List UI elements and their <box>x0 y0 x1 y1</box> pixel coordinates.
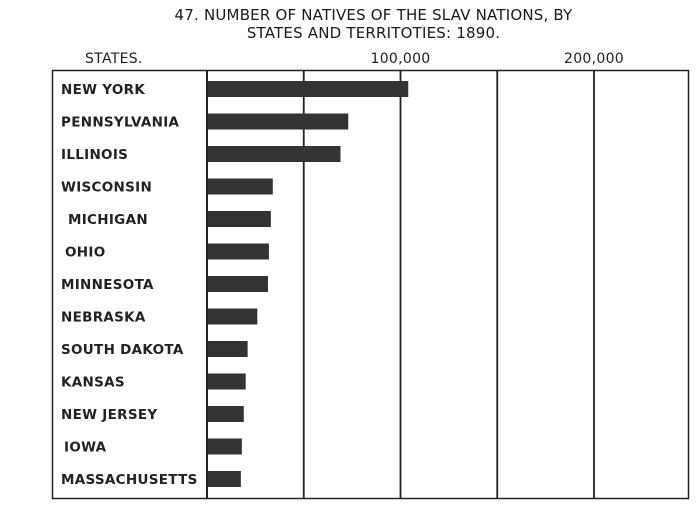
category-label: WISCONSIN <box>61 180 152 196</box>
bar <box>208 178 273 195</box>
bar <box>208 308 258 325</box>
bar <box>208 113 349 130</box>
bar <box>208 406 244 422</box>
category-label: IOWA <box>64 440 107 456</box>
chart-title-line1: 47. NUMBER OF NATIVES OF THE SLAV NATION… <box>174 6 573 24</box>
tick-label-200000: 200,000 <box>564 51 624 67</box>
bar <box>208 81 409 97</box>
category-label: NEW JERSEY <box>61 407 157 423</box>
bar <box>208 341 248 357</box>
bar <box>208 146 341 162</box>
category-label: SOUTH DAKOTA <box>61 342 184 358</box>
bar <box>208 438 242 455</box>
category-label: MASSACHUSETTS <box>61 472 198 488</box>
tick-label-100000: 100,000 <box>371 51 431 67</box>
bar <box>208 243 269 260</box>
bar <box>208 471 241 487</box>
category-label: KANSAS <box>61 375 125 391</box>
bar <box>208 276 268 292</box>
category-label: MICHIGAN <box>68 212 148 228</box>
category-label: NEW YORK <box>61 82 145 98</box>
bar <box>208 373 246 390</box>
category-label: ILLINOIS <box>61 147 128 163</box>
category-label: NEBRASKA <box>61 310 146 326</box>
category-label: PENNSYLVANIA <box>61 115 180 131</box>
category-label: OHIO <box>65 245 105 261</box>
category-header: STATES. <box>85 51 143 67</box>
bar <box>208 211 271 227</box>
chart-title-line2: STATES AND TERRITOTIES: 1890. <box>246 24 501 42</box>
chart-frame <box>51 69 690 500</box>
category-label: MINNESOTA <box>61 277 154 293</box>
